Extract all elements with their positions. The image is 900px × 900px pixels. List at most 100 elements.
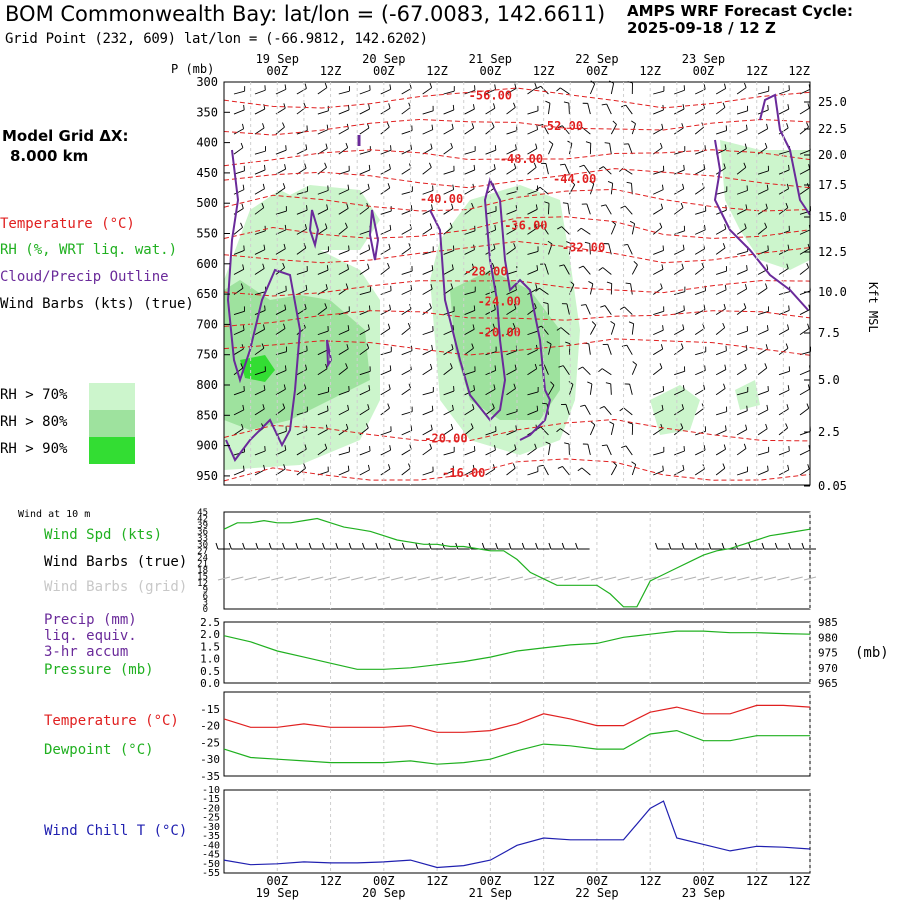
wind-barb (589, 383, 593, 395)
wind-barb (401, 467, 411, 476)
wind-barb (673, 268, 684, 275)
wind-barb (422, 129, 433, 135)
wind-barb-flag (324, 443, 328, 449)
wind-barb-flag (563, 101, 569, 104)
wind-barb-flag (470, 423, 474, 429)
wind-barb-flag (598, 267, 604, 271)
wind-barb-flag (303, 102, 307, 108)
wind-barb (653, 428, 663, 436)
wind-barb (560, 428, 570, 436)
wind-barb-true-flag (774, 542, 778, 550)
wind-barb-flag (744, 223, 747, 229)
wind-barb (317, 250, 329, 255)
wind-barb-flag (559, 163, 565, 166)
wind-barb-flag (240, 142, 244, 148)
wind-barb (506, 411, 518, 416)
wind-barb-flag (703, 84, 706, 90)
wind-barb (422, 368, 433, 376)
temperature-contour-label: -20.00 (478, 325, 521, 339)
wind-barb (296, 88, 307, 95)
wind-barb-flag (632, 361, 637, 365)
wind-barb-flag (766, 184, 769, 190)
wind-barb-flag (744, 82, 747, 88)
wind-barb-flag (410, 144, 413, 150)
wind-barb-true-flag (362, 542, 365, 550)
wind-barb (422, 227, 433, 235)
pressure-tick-label: 400 (196, 136, 218, 150)
bottom-hour-label: 12Z (746, 874, 768, 888)
wind-barb (694, 468, 705, 476)
wind-barb (547, 444, 551, 456)
temperature-contour-label: -44.00 (553, 172, 596, 186)
wind-barb (736, 87, 747, 95)
wind-barb-flag (513, 102, 516, 108)
windchill-tick-label: -25 (202, 813, 220, 824)
wind-barb (799, 229, 811, 235)
wind-barb-flag (607, 181, 613, 184)
wind-barb (359, 188, 370, 195)
wind-barb-flag (564, 442, 570, 445)
wind-barb-flag (556, 327, 562, 331)
wind-barb (464, 89, 476, 95)
wind-barb-flag (536, 124, 538, 130)
top-hour-label: 00Z (480, 64, 502, 78)
wind-barb-flag (324, 82, 328, 88)
wind-barb-flag (543, 301, 549, 305)
wind-barb-true-flag (694, 542, 698, 550)
wind-barb-flag (807, 323, 810, 329)
wind-barb-flag (408, 383, 412, 389)
grid-point-subtitle: Grid Point (232, 609) lat/lon = (-66.981… (5, 31, 428, 47)
bottom-hour-label: 12Z (533, 874, 555, 888)
top-hour-label: 12Z (426, 64, 448, 78)
wind-barb (757, 287, 768, 295)
legend-item: Temperature (°C) (0, 216, 135, 232)
wind-barb (296, 289, 308, 295)
wind-barb (380, 430, 392, 436)
wind-barb-flag (723, 303, 726, 309)
wind-barb-grid (657, 576, 670, 581)
wind-barb (422, 307, 432, 315)
wind-barb-flag (492, 403, 495, 409)
cloud-outline (759, 93, 811, 216)
wind-barb (506, 467, 516, 476)
top-hour-label: 00Z (586, 64, 608, 78)
wind-barb-flag (631, 120, 636, 124)
cloud-outline (368, 209, 380, 261)
wind-barb (359, 347, 369, 356)
wind-barb-flag (570, 180, 576, 185)
temperature-tick-label: -35 (200, 770, 220, 783)
wind-barb-flag (304, 303, 307, 309)
wind-tick-label: 30 (197, 540, 208, 550)
wind-barb-flag (471, 263, 475, 269)
wind-barb (359, 268, 370, 275)
wind-barb-grid (670, 576, 683, 581)
wind-barb-true-flag (708, 542, 712, 550)
wind-barb-grid (790, 576, 803, 581)
wind-barb-flag (326, 204, 329, 210)
wind-barb (715, 107, 726, 115)
wind-barb (736, 429, 747, 436)
wind-barb-flag (387, 403, 390, 409)
wind-barb (233, 409, 245, 416)
wind-tick-label: 3 (203, 599, 208, 609)
wind-barb (338, 109, 350, 115)
wind-barb-flag (786, 404, 789, 410)
wind-barb-grid (231, 576, 244, 581)
wind-barb-flag (493, 243, 496, 249)
wind-barb (778, 150, 790, 155)
wind-barb-flag (682, 324, 685, 330)
wind-barb-flag (431, 124, 434, 130)
wind-barb (602, 267, 612, 275)
wind-barb-flag (680, 343, 684, 349)
wind-barb-flag (704, 224, 706, 230)
wind-barb-flag (493, 384, 496, 390)
wind-barb (296, 308, 307, 315)
wind-barb-flag (682, 183, 685, 189)
wind-barb (673, 207, 684, 215)
wind-barb-flag (472, 464, 475, 470)
wind-barb-flag (451, 203, 454, 209)
wind-barb-true-flag (655, 542, 658, 550)
wind-barb-flag (388, 164, 391, 170)
wind-barb-true-flag (495, 542, 499, 550)
wind-barb (608, 243, 612, 255)
